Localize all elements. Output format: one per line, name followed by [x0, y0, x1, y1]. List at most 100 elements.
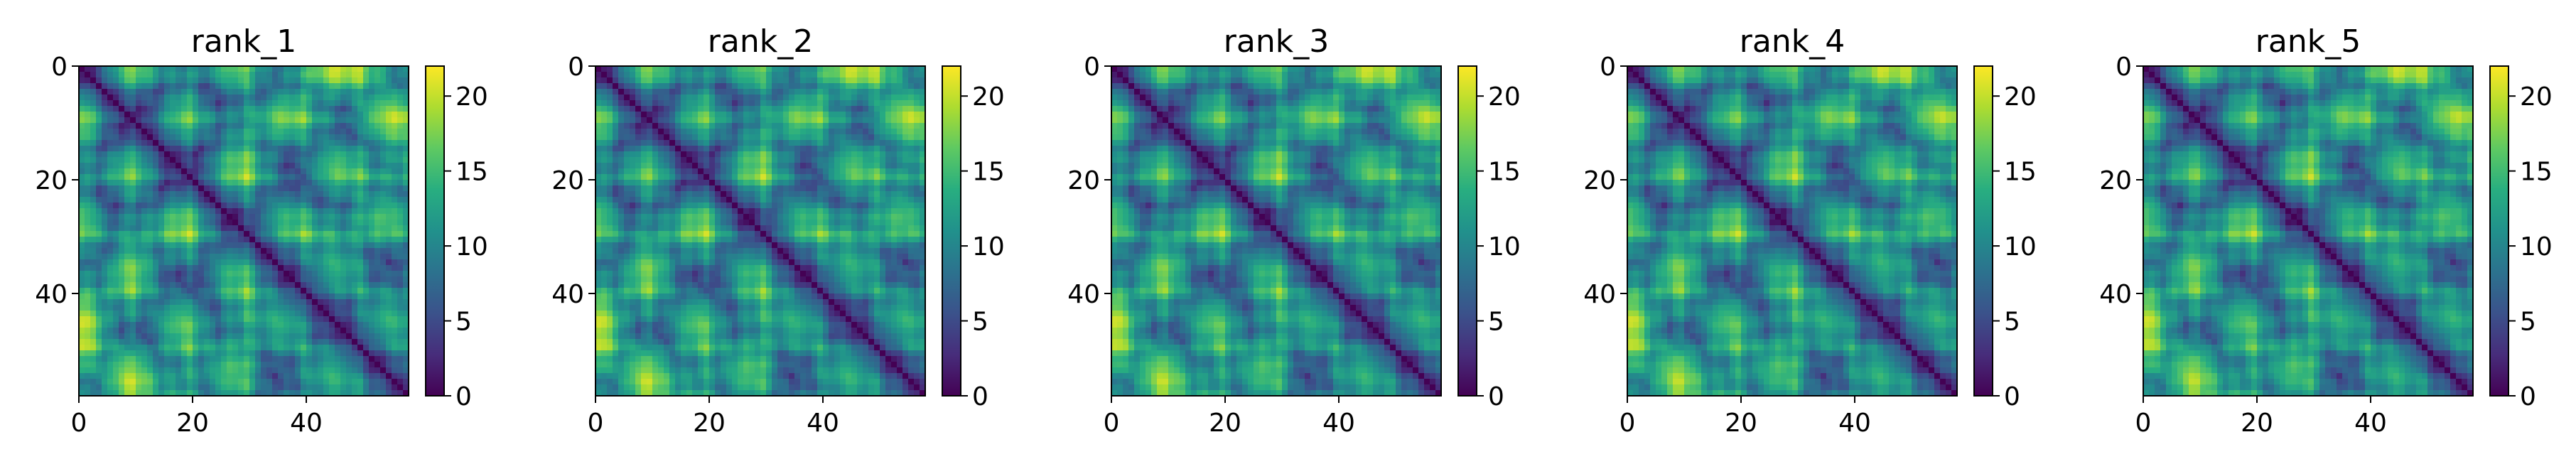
heatmap-cell — [170, 373, 176, 379]
heatmap-cell — [352, 66, 358, 72]
heatmap-cell — [783, 77, 789, 84]
heatmap-cell — [221, 146, 227, 152]
heatmap-cell — [732, 95, 738, 101]
heatmap-cell — [834, 100, 841, 107]
heatmap-cell — [306, 72, 313, 78]
heatmap-cell — [278, 89, 284, 95]
heatmap-cell — [158, 271, 165, 277]
heatmap-cell — [607, 72, 613, 78]
heatmap-cell — [329, 299, 335, 306]
heatmap-cell — [709, 77, 716, 84]
heatmap-cell — [704, 89, 710, 95]
heatmap-cell — [170, 367, 176, 374]
heatmap-cell — [601, 140, 608, 146]
heatmap-cell — [374, 208, 381, 215]
heatmap-cell — [641, 168, 647, 175]
heatmap-cell — [107, 305, 114, 311]
heatmap-cell — [238, 350, 244, 357]
heatmap-cell — [136, 140, 142, 146]
heatmap-cell — [851, 208, 858, 215]
heatmap-cell — [204, 259, 210, 266]
heatmap-cell — [914, 123, 920, 129]
heatmap-cell — [164, 157, 171, 163]
heatmap-cell — [113, 66, 119, 72]
heatmap-cell — [335, 237, 341, 243]
heatmap-cell — [857, 140, 863, 146]
heatmap-cell — [891, 208, 898, 215]
heatmap-cell — [130, 311, 136, 317]
heatmap-cell — [79, 129, 85, 135]
heatmap-cell — [272, 293, 279, 300]
heatmap-cell — [102, 225, 108, 232]
heatmap-cell — [397, 123, 404, 129]
heatmap-cell — [141, 248, 148, 254]
heatmap-cell — [141, 282, 148, 289]
heatmap-cell — [249, 72, 256, 78]
heatmap-cell — [357, 305, 364, 311]
heatmap-cell — [227, 100, 233, 107]
heatmap-cell — [397, 276, 404, 283]
heatmap-cell — [318, 72, 324, 78]
heatmap-cell — [153, 316, 159, 323]
heatmap-cell — [823, 197, 829, 203]
heatmap-cell — [914, 66, 920, 72]
heatmap-cell — [829, 134, 835, 141]
heatmap-cell — [335, 339, 341, 345]
heatmap-cell — [272, 237, 279, 243]
heatmap-cell — [335, 157, 341, 163]
heatmap-cell — [346, 123, 352, 129]
heatmap-cell — [352, 328, 358, 334]
heatmap-cell — [669, 168, 676, 175]
heatmap-cell — [113, 384, 119, 391]
heatmap-cell — [119, 248, 125, 254]
heatmap-cell — [113, 77, 119, 84]
heatmap-cell — [340, 89, 347, 95]
heatmap-cell — [335, 83, 341, 90]
heatmap-cell — [272, 339, 279, 345]
heatmap-cell — [641, 180, 647, 186]
heatmap-cell — [392, 299, 398, 306]
heatmap-cell — [363, 129, 370, 135]
heatmap-cell — [397, 208, 404, 215]
heatmap-cell — [147, 83, 153, 90]
heatmap-cell — [363, 311, 370, 317]
heatmap-cell — [698, 83, 704, 90]
heatmap-cell — [374, 225, 381, 232]
heatmap-cell — [124, 293, 131, 300]
heatmap-cell — [107, 362, 114, 368]
heatmap-cell — [204, 345, 210, 351]
heatmap-cell — [181, 265, 188, 271]
heatmap-cell — [255, 333, 262, 340]
heatmap-cell — [664, 100, 670, 107]
heatmap-cell — [210, 89, 216, 95]
heatmap-cell — [352, 203, 358, 209]
heatmap-cell — [698, 151, 704, 158]
heatmap-cell — [244, 112, 250, 118]
heatmap-cell — [204, 322, 210, 328]
heatmap-cell — [232, 237, 239, 243]
heatmap-cell — [323, 117, 330, 124]
heatmap-cell — [181, 129, 188, 135]
heatmap-cell — [158, 140, 165, 146]
heatmap-cell — [829, 83, 835, 90]
heatmap-cell — [340, 362, 347, 368]
heatmap-cell — [363, 328, 370, 334]
heatmap-cell — [147, 356, 153, 362]
heatmap-cell — [210, 129, 216, 135]
heatmap-cell — [738, 106, 744, 112]
heatmap-cell — [800, 208, 807, 215]
heatmap-cell — [794, 83, 801, 90]
heatmap-cell — [658, 203, 664, 209]
heatmap-cell — [721, 208, 727, 215]
heatmap-cell — [726, 66, 733, 72]
heatmap-cell — [647, 95, 653, 101]
heatmap-cell — [732, 140, 738, 146]
heatmap-cell — [119, 174, 125, 180]
heatmap-cell — [289, 117, 296, 124]
heatmap-cell — [335, 66, 341, 72]
heatmap-cell — [363, 225, 370, 232]
heatmap-cell — [141, 299, 148, 306]
heatmap-cell — [635, 214, 642, 220]
heatmap-cell — [221, 373, 227, 379]
heatmap-cell — [79, 305, 85, 311]
